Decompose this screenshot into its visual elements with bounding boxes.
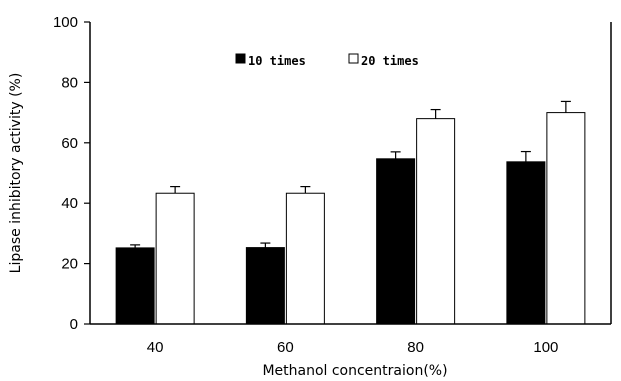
bar-10-times-40 <box>115 247 155 325</box>
legend-label-10-times: 10 times <box>248 54 306 68</box>
axes <box>89 22 612 325</box>
legend-swatch-10-times <box>235 53 246 64</box>
x-tick-label-80: 80 <box>407 339 424 356</box>
y-tick-label-0: 0 <box>70 316 78 333</box>
legend-label-20-times: 20 times <box>361 54 419 68</box>
y-ticks: 0 20 40 60 80 100 <box>53 14 90 333</box>
x-tick-label-40: 40 <box>147 339 164 356</box>
bar-20-times-80 <box>416 118 456 325</box>
bar-10-times-80 <box>376 158 416 325</box>
bars-layer <box>115 112 586 325</box>
error-bars-layer <box>130 100 571 248</box>
x-tick-label-100: 100 <box>533 339 558 356</box>
bar-20-times-100 <box>546 112 586 325</box>
bar-20-times-60 <box>285 192 325 325</box>
y-tick-label-60: 60 <box>61 135 78 152</box>
y-tick-label-100: 100 <box>53 14 78 31</box>
bar-20-times-40 <box>155 192 195 325</box>
bar-10-times-100 <box>506 161 546 325</box>
legend-swatch-20-times <box>348 53 359 64</box>
y-tick-label-40: 40 <box>61 195 78 212</box>
y-axis-title: Lipase inhibitory activity (%) <box>8 73 24 274</box>
bar-10-times-60 <box>245 247 285 325</box>
x-axis-title: Methanol concentraion(%) <box>262 363 447 379</box>
legend: 10 times 20 times <box>235 53 419 68</box>
x-tick-label-60: 60 <box>277 339 294 356</box>
y-tick-label-80: 80 <box>61 74 78 91</box>
y-tick-label-20: 20 <box>61 256 78 273</box>
x-ticks: 40 60 80 100 <box>147 339 559 356</box>
